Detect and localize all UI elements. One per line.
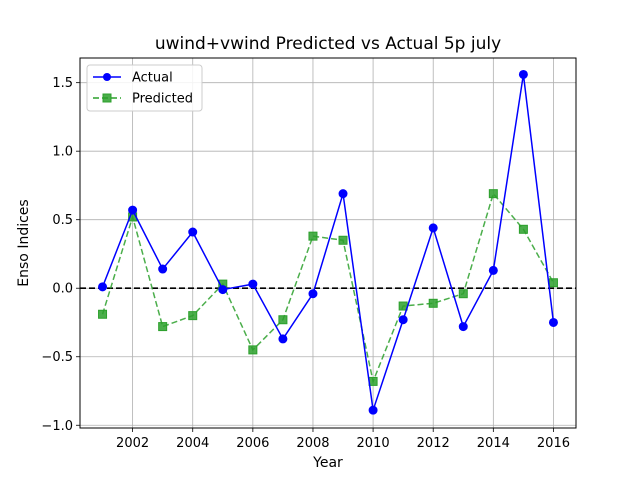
data-point-actual (248, 279, 258, 289)
y-tick-label: −0.5 (41, 350, 73, 365)
series-line-predicted (101, 192, 555, 384)
data-point-actual (548, 317, 558, 327)
data-point-actual (308, 289, 318, 299)
data-point-predicted (338, 235, 348, 245)
y-tick-label: 0.0 (52, 282, 73, 297)
data-point-actual (518, 69, 528, 79)
x-axis-label: Year (312, 455, 343, 471)
x-tick-label: 2004 (176, 436, 209, 451)
data-point-actual (398, 315, 408, 325)
x-tick-label: 2012 (417, 436, 450, 451)
data-point-predicted (548, 278, 558, 288)
x-tick-label: 2006 (236, 436, 269, 451)
data-point-actual (368, 405, 378, 415)
x-tick-label: 2010 (357, 436, 390, 451)
y-tick-label: −1.0 (41, 419, 73, 434)
data-point-predicted (98, 309, 108, 319)
data-point-actual (98, 282, 108, 292)
legend: Actual Predicted (86, 64, 203, 112)
plot-frame (79, 57, 577, 429)
y-tick-label: 1.0 (52, 145, 73, 160)
data-point-actual (428, 223, 438, 233)
series-actual (98, 69, 558, 415)
data-point-predicted (278, 315, 288, 325)
data-point-predicted (248, 345, 258, 355)
data-point-predicted (488, 189, 498, 199)
x-tick-label: 2016 (537, 436, 570, 451)
x-tick-label: 2014 (477, 436, 510, 451)
legend-marker (103, 73, 111, 81)
data-point-predicted (158, 322, 168, 332)
data-point-predicted (428, 298, 438, 308)
legend-item-predicted: Predicted (93, 92, 193, 107)
y-tick-label: 1.5 (52, 76, 73, 91)
legend-label: Actual (132, 71, 173, 86)
data-point-actual (488, 265, 498, 275)
y-axis-ticks: −1.0 −0.5 0.0 0.5 1.0 1.5 (41, 76, 80, 434)
x-tick-label: 2002 (116, 436, 149, 451)
data-point-predicted (188, 311, 198, 321)
data-point-predicted (308, 231, 318, 241)
data-point-actual (458, 322, 468, 332)
x-tick-label: 2008 (296, 436, 329, 451)
data-point-actual (158, 264, 168, 274)
data-point-actual (218, 285, 228, 295)
data-point-actual (188, 227, 198, 237)
data-point-predicted (458, 289, 468, 299)
x-axis-ticks: 2002 2004 2006 2008 2010 2012 2014 2016 (116, 428, 570, 451)
data-point-predicted (368, 376, 378, 386)
legend-item-actual: Actual (93, 71, 173, 86)
data-point-actual (278, 334, 288, 344)
data-point-actual (128, 205, 138, 215)
series-predicted (98, 189, 558, 386)
chart-title: uwind+vwind Predicted vs Actual 5p july (155, 34, 501, 54)
y-axis-label: Enso Indices (16, 199, 32, 286)
legend-label: Predicted (132, 92, 193, 107)
series-layer (98, 69, 558, 415)
data-point-actual (338, 189, 348, 199)
y-tick-label: 0.5 (52, 213, 73, 228)
legend-marker (102, 93, 112, 103)
series-line-actual (101, 74, 555, 411)
data-point-predicted (518, 224, 528, 234)
